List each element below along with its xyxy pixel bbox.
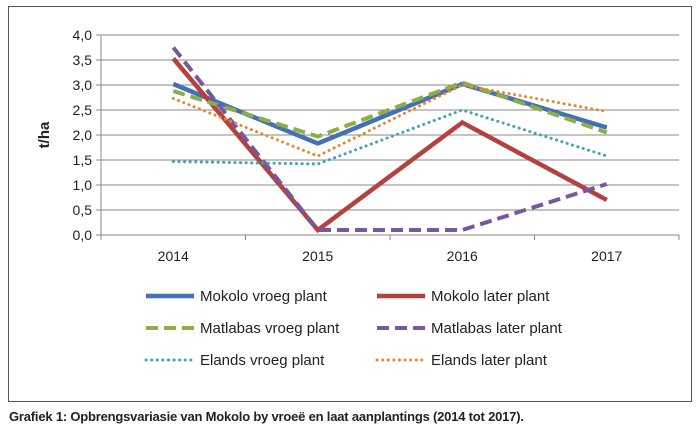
line-chart: 0,0 0,5 1,0 1,5 2,0 2,5 3,0 3,5 4,0 2014 2015 2016 2… <box>36 27 680 369</box>
x-tick-label: 2014 <box>158 248 189 264</box>
legend-label-elands-later-plant: Elands later plant <box>431 352 548 369</box>
x-tick-label: 2016 <box>447 248 478 264</box>
y-axis-label: t/ha <box>36 121 53 148</box>
series-line-matlabas-vroeg-plant <box>172 80 608 139</box>
y-tick-label: 0,5 <box>73 202 93 218</box>
y-tick-label: 2,5 <box>73 102 93 118</box>
series-line-elands-later-plant <box>171 83 609 158</box>
chart-frame: 0,0 0,5 1,0 1,5 2,0 2,5 3,0 3,5 4,0 2014 2015 2016 2… <box>8 6 692 402</box>
legend: Mokolo vroeg plant Mokolo later plant Matl… <box>144 288 563 369</box>
legend-label-elands-vroeg-plant: Elands vroeg plant <box>200 352 325 369</box>
axes: 0,0 0,5 1,0 1,5 2,0 2,5 3,0 3,5 4,0 2014 2015 2016 2… <box>36 27 680 264</box>
x-tick-label: 2015 <box>302 248 333 264</box>
y-tick-label: 2,0 <box>73 127 93 143</box>
legend-label-mokolo-vroeg-plant: Mokolo vroeg plant <box>200 288 328 305</box>
y-tick-label: 4,0 <box>73 27 93 43</box>
y-tick-label: 1,0 <box>73 177 93 193</box>
series-lines <box>171 46 609 234</box>
figure-caption: Grafiek 1: Opbrengsvariasie van Mokolo b… <box>9 409 524 424</box>
series-line-mokolo-later-plant <box>171 57 608 234</box>
y-tick-label: 3,0 <box>73 77 93 93</box>
legend-label-mokolo-later-plant: Mokolo later plant <box>431 288 550 305</box>
x-tick-label: 2017 <box>591 248 622 264</box>
series-line-matlabas-later-plant <box>171 46 608 232</box>
series-line-elands-vroeg-plant <box>171 108 609 166</box>
legend-label-matlabas-vroeg-plant: Matlabas vroeg plant <box>200 320 340 337</box>
y-tick-label: 0,0 <box>73 227 93 243</box>
legend-label-matlabas-later-plant: Matlabas later plant <box>431 320 563 337</box>
y-tick-label: 3,5 <box>73 52 93 68</box>
y-tick-label: 1,5 <box>73 152 93 168</box>
